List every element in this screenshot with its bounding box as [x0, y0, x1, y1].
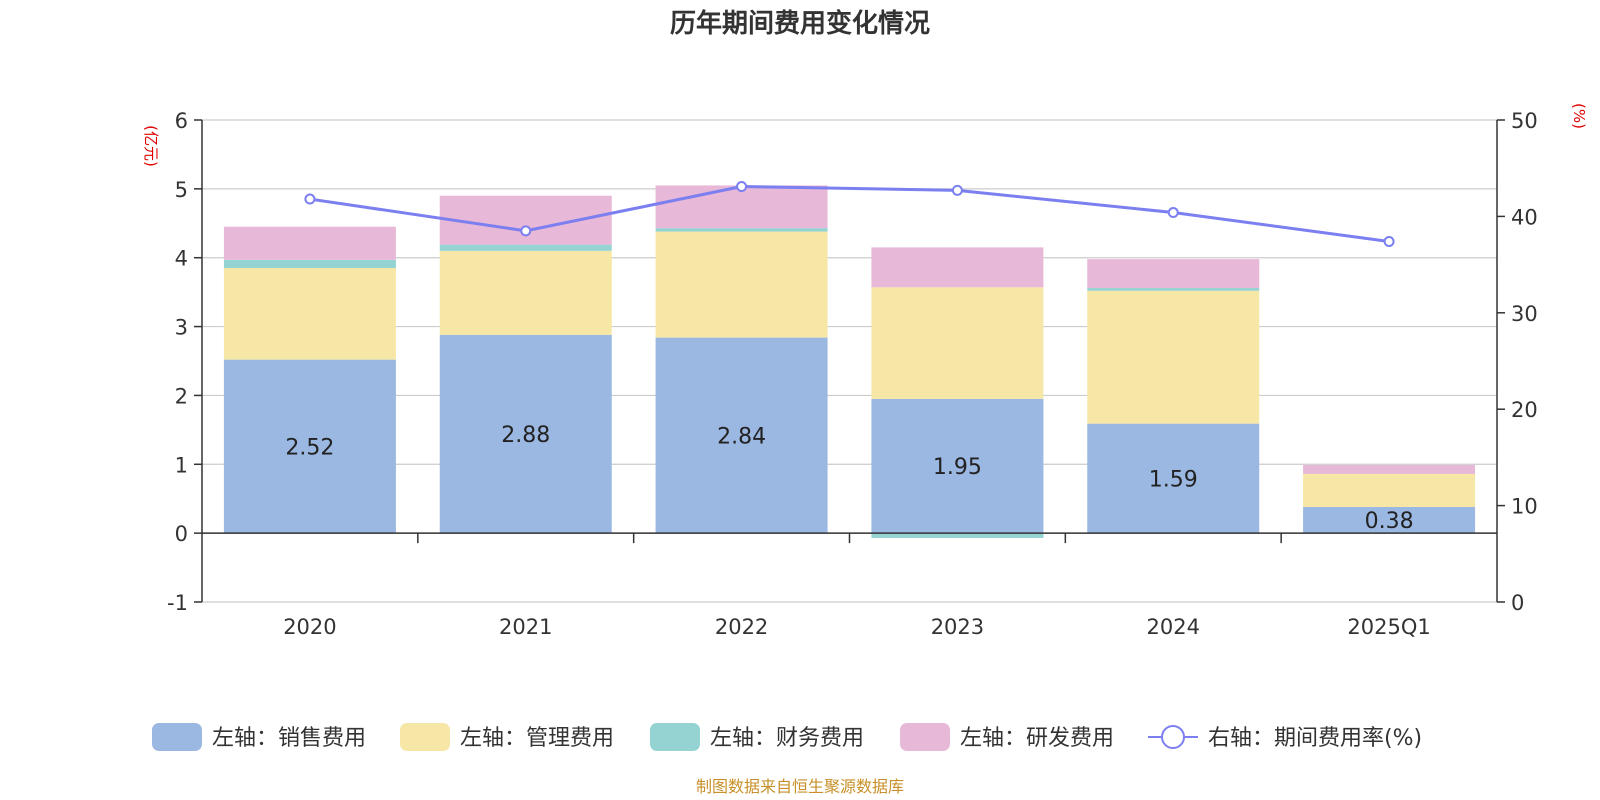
right-tick-label: 30 [1511, 302, 1538, 326]
right-tick-label: 20 [1511, 398, 1538, 422]
right-tick-label: 50 [1511, 109, 1538, 133]
x-tick-label: 2023 [931, 615, 984, 639]
data-label: 2.52 [285, 435, 334, 460]
legend-marker [1161, 725, 1185, 749]
x-tick-label: 2024 [1147, 615, 1200, 639]
grid [202, 119, 1497, 603]
bar-segment [1087, 259, 1260, 289]
left-tick-label: 4 [175, 247, 188, 271]
bar-segment [871, 287, 1044, 399]
legend-swatch [400, 723, 450, 751]
legend-label: 右轴：期间费用率(%) [1208, 726, 1422, 751]
bar-segment [1087, 423, 1260, 534]
bar-segment [439, 250, 612, 335]
left-tick-label: 3 [175, 316, 188, 340]
x-tick-label: 2022 [715, 615, 768, 639]
left-tick-label: 2 [175, 384, 188, 408]
bar-segment [223, 268, 396, 360]
left-axis-unit: (亿元) [142, 125, 160, 167]
bar-segment [655, 185, 828, 229]
x-tick-label: 2021 [499, 615, 552, 639]
axes: -1 0 1 2 3 4 5 6 0 10 20 30 40 50 2020 2021 2022 2023 2024… [167, 109, 1538, 639]
rate-point [736, 181, 748, 193]
bar-segment [439, 244, 612, 251]
left-tick-label: 5 [175, 178, 188, 202]
bar-segment [655, 228, 828, 232]
left-tick-label: 6 [175, 109, 188, 133]
rate-point [951, 184, 963, 196]
bar-segment [655, 337, 828, 534]
bar-segment [223, 226, 396, 260]
bar-segment [1087, 288, 1260, 291]
legend-label: 左轴：管理费用 [460, 726, 614, 751]
bar-segment [1087, 290, 1260, 424]
legend-swatch [152, 723, 202, 751]
right-axis-unit: (%) [1570, 103, 1588, 129]
rate-line [304, 181, 1395, 247]
chart-title: 历年期间费用变化情况 [670, 8, 930, 39]
bar-segment [1303, 473, 1476, 507]
legend-swatch [650, 723, 700, 751]
bar-segment [1303, 464, 1476, 474]
bars [223, 185, 1476, 538]
left-tick-label: 1 [175, 453, 188, 477]
bar-segment [871, 533, 1044, 538]
rate-point [1167, 207, 1179, 219]
bar-segment [223, 259, 396, 269]
data-labels: 2.52 2.88 2.84 1.95 1.59 0.38 [285, 423, 1413, 534]
data-label: 0.38 [1365, 509, 1414, 534]
bar-segment [439, 334, 612, 534]
legend-swatch [900, 723, 950, 751]
right-tick-label: 0 [1511, 591, 1524, 615]
right-tick-label: 10 [1511, 495, 1538, 519]
rate-point [520, 225, 532, 237]
x-tick-label: 2020 [283, 615, 336, 639]
data-label: 1.59 [1149, 467, 1198, 492]
legend: 左轴：销售费用 左轴：管理费用 左轴：财务费用 左轴：研发费用 右轴：期间费用率(%) [152, 723, 1422, 751]
source-note: 制图数据来自恒生聚源数据库 [696, 777, 904, 796]
legend-label: 左轴：销售费用 [212, 726, 366, 751]
data-label: 2.88 [501, 423, 550, 448]
data-label: 2.84 [717, 424, 766, 449]
rate-line-path [309, 185, 1390, 243]
left-tick-label: 0 [175, 522, 188, 546]
bar-segment [871, 247, 1044, 288]
x-tick-label: 2025Q1 [1347, 615, 1430, 639]
rate-point [304, 193, 316, 205]
bar-segment [655, 231, 828, 338]
legend-label: 左轴：财务费用 [710, 726, 864, 751]
bar-segment [871, 398, 1044, 534]
bar-segment [439, 195, 612, 245]
rate-point [1383, 235, 1395, 247]
bar-segment [223, 359, 396, 534]
bar-segment [1303, 506, 1476, 534]
left-tick-label: -1 [167, 591, 188, 615]
data-label: 1.95 [933, 455, 982, 480]
right-tick-label: 40 [1511, 205, 1538, 229]
legend-label: 左轴：研发费用 [960, 726, 1114, 751]
